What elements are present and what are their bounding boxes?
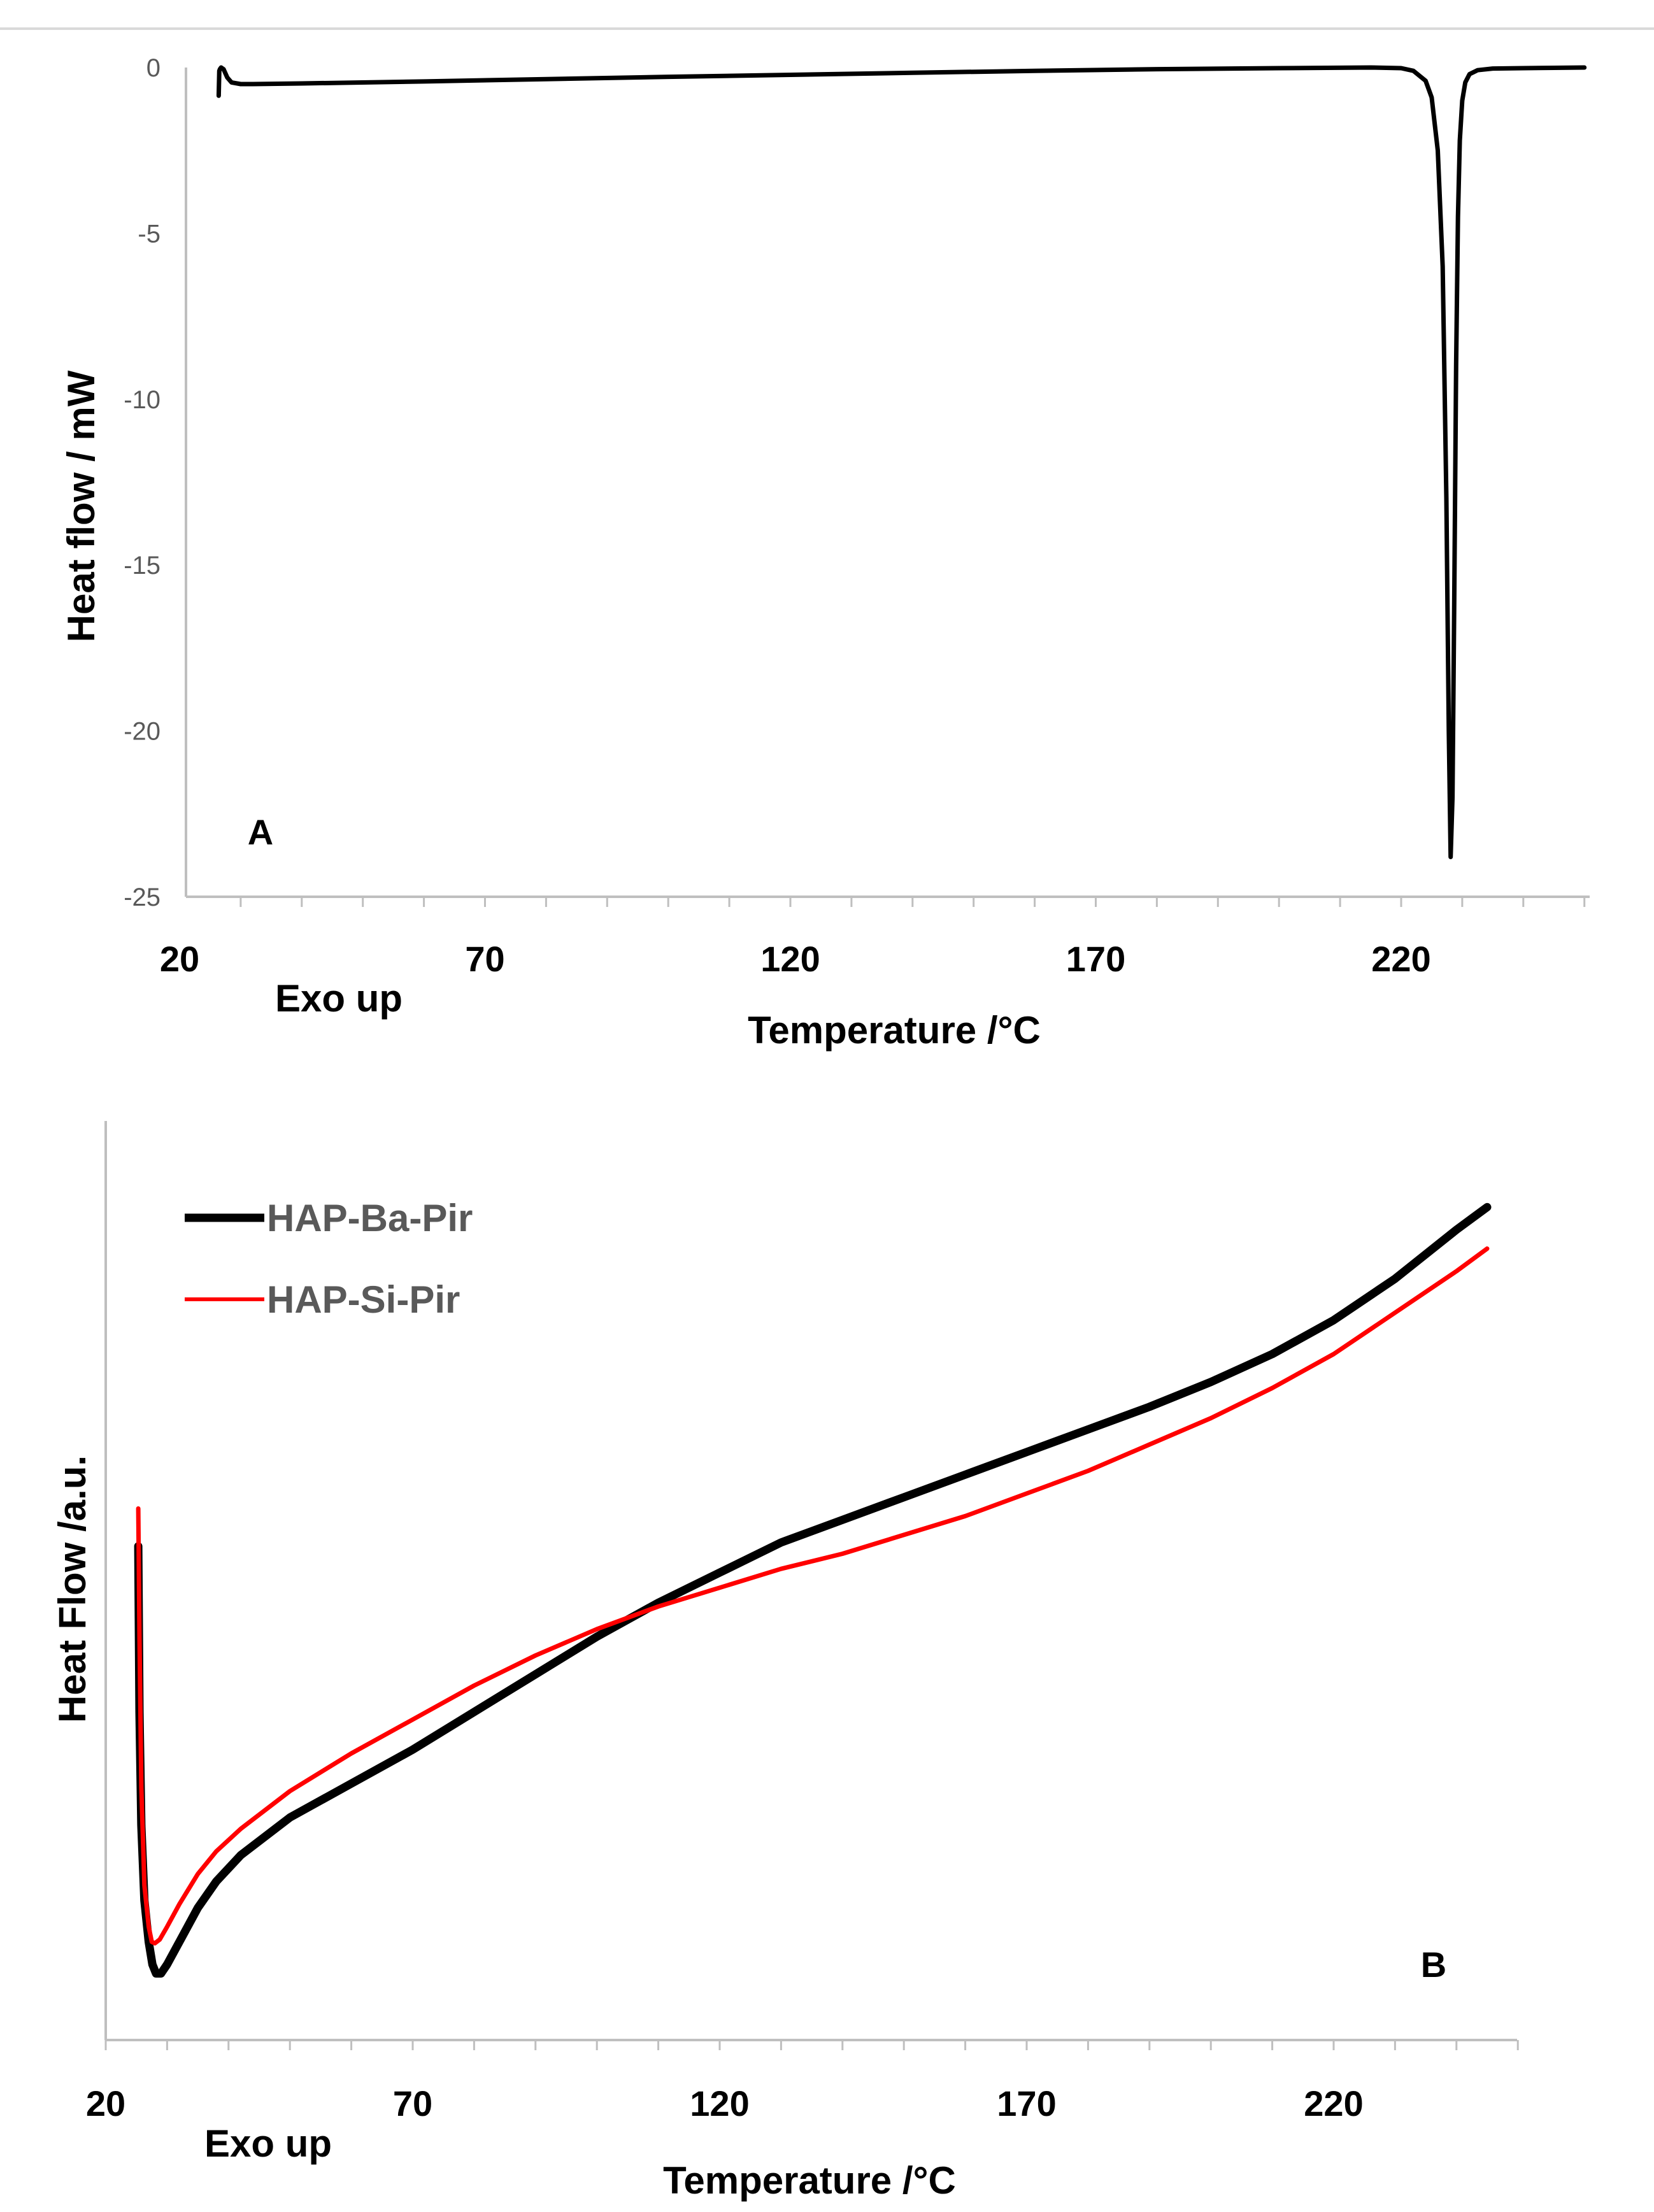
y-tick-label: -25 [124,883,160,911]
y-tick-label: -20 [124,718,160,746]
y-tick-label: -15 [124,552,160,580]
x-tick-label: 120 [760,939,820,979]
x-tick-label: 70 [465,939,504,979]
y-tick-label: -10 [124,386,160,414]
x-tick-label: 70 [393,2083,432,2123]
x-tick-label: 20 [86,2083,125,2123]
y-tick-label: 0 [146,54,160,82]
legend-label-hap-si-pir: HAP-Si-Pir [267,1278,460,1321]
chart-panel-a: 0 -5 -10 -15 -20 -25 20 70 120 170 220 Heat flow … [60,54,1590,1052]
exo-up-note: Exo up [204,2122,332,2165]
y-axis-title: Heat Flow /a.u. [51,1455,94,1723]
y-axis-title: Heat flow / mW [60,370,103,642]
series-line-dsc [216,65,1587,859]
chart-panel-b: 20 70 120 170 220 Heat Flow /a.u. Temperatur… [51,1121,1519,2202]
legend: HAP-Ba-Pir HAP-Si-Pir [185,1197,473,1321]
x-axis-title: Temperature /°C [663,2159,956,2202]
x-tick-label: 220 [1304,2083,1363,2123]
x-tick-label: 120 [690,2083,749,2123]
x-tick-label: 170 [997,2083,1056,2123]
x-tick-label: 220 [1371,939,1430,979]
panel-label-b: B [1421,1944,1446,1985]
x-axis-title: Temperature /°C [748,1009,1041,1052]
x-tick-label: 170 [1066,939,1125,979]
panel-label-a: A [248,812,273,852]
x-tick-label: 20 [160,939,199,979]
y-tick-label: -5 [138,220,160,248]
exo-up-note: Exo up [275,977,403,1020]
legend-label-hap-ba-pir: HAP-Ba-Pir [267,1197,473,1239]
series-line-hap-ba-pir [134,1202,1492,1978]
series-line-hap-si-pir [136,1246,1490,1946]
